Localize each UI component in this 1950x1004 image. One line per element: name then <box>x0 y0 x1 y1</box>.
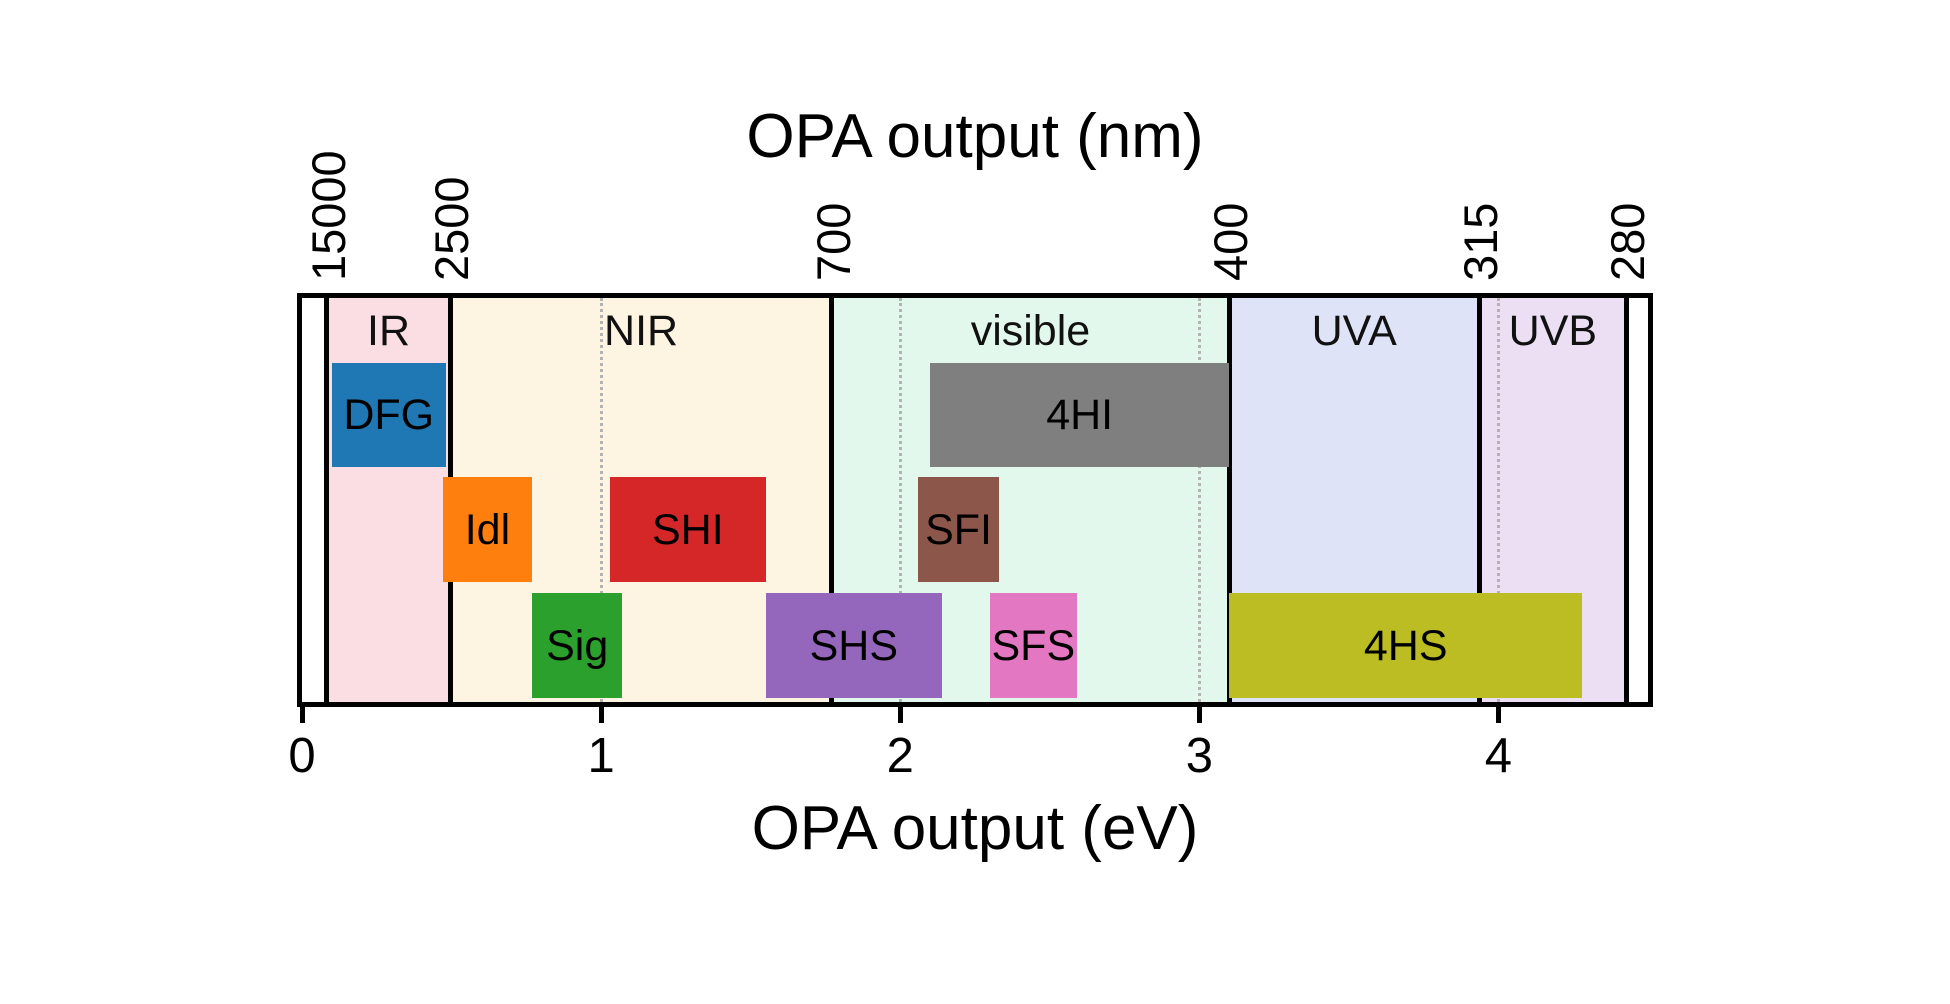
top-tick-label-280nm: 280 <box>1601 202 1655 281</box>
bottom-tick-label-3eV: 3 <box>1185 729 1213 783</box>
region-label-visible: visible <box>970 307 1091 355</box>
range-bar-SFI: SFI <box>918 477 999 582</box>
region-boundary-line <box>1226 298 1232 702</box>
range-bar-4HS: 4HS <box>1229 593 1583 698</box>
bottom-tick-label-4eV: 4 <box>1484 729 1513 783</box>
region-band-IR <box>326 298 451 702</box>
range-bar-SFS: SFS <box>989 593 1077 698</box>
bottom-tick-1eV <box>598 707 604 723</box>
bottom-axis-title: OPA output (eV) <box>751 794 1199 863</box>
bottom-tick-label-0eV: 0 <box>288 729 316 783</box>
region-label-UVA: UVA <box>1311 307 1397 355</box>
range-bar-label-4HS: 4HS <box>1363 621 1448 670</box>
range-bar-label-Idl: Idl <box>464 505 511 554</box>
range-bar-SHS: SHS <box>765 593 943 698</box>
plot-area: IR NIR visible UVA UVB DFG Idl Sig SHI SHS SFI SFS 4… <box>297 293 1653 707</box>
region-label-UVB: UVB <box>1508 307 1598 355</box>
range-bar-label-SFS: SFS <box>991 621 1076 670</box>
gridline-4eV <box>1496 298 1500 702</box>
range-bar-label-DFG: DFG <box>343 391 435 439</box>
bottom-tick-3eV <box>1196 707 1202 723</box>
range-bar-label-Sig: Sig <box>546 621 609 670</box>
bottom-tick-2eV <box>897 707 903 723</box>
range-bar-4HI: 4HI <box>930 363 1230 467</box>
region-boundary-line <box>324 298 330 702</box>
top-tick-label-15000nm: 15000 <box>301 150 355 281</box>
range-bar-label-4HI: 4HI <box>1046 391 1114 439</box>
gridline-2eV <box>898 298 902 702</box>
bottom-tick-label-1eV: 1 <box>587 729 615 783</box>
bottom-tick-0eV <box>299 707 305 723</box>
range-bar-DFG: DFG <box>331 363 446 467</box>
region-boundary-line <box>829 298 835 702</box>
range-bar-Sig: Sig <box>532 593 623 698</box>
range-bar-label-SFI: SFI <box>925 505 992 554</box>
region-label-IR: IR <box>367 307 411 355</box>
bottom-tick-label-2eV: 2 <box>886 729 914 783</box>
region-label-NIR: NIR <box>604 307 679 355</box>
top-axis-title: OPA output (nm) <box>746 102 1204 171</box>
top-tick-label-700nm: 700 <box>806 202 860 281</box>
bottom-tick-4eV <box>1495 707 1501 723</box>
range-bar-label-SHS: SHS <box>809 621 899 670</box>
range-bar-Idl: Idl <box>442 477 533 582</box>
range-bar-SHI: SHI <box>610 477 766 582</box>
range-bar-label-SHI: SHI <box>652 505 724 554</box>
gridline-3eV <box>1197 298 1201 702</box>
region-boundary-line <box>1476 298 1482 702</box>
region-boundary-line <box>1623 298 1629 702</box>
top-tick-label-2500nm: 2500 <box>425 176 479 281</box>
top-tick-label-400nm: 400 <box>1204 202 1258 281</box>
top-tick-label-315nm: 315 <box>1454 202 1508 281</box>
gridline-1eV <box>599 298 603 702</box>
